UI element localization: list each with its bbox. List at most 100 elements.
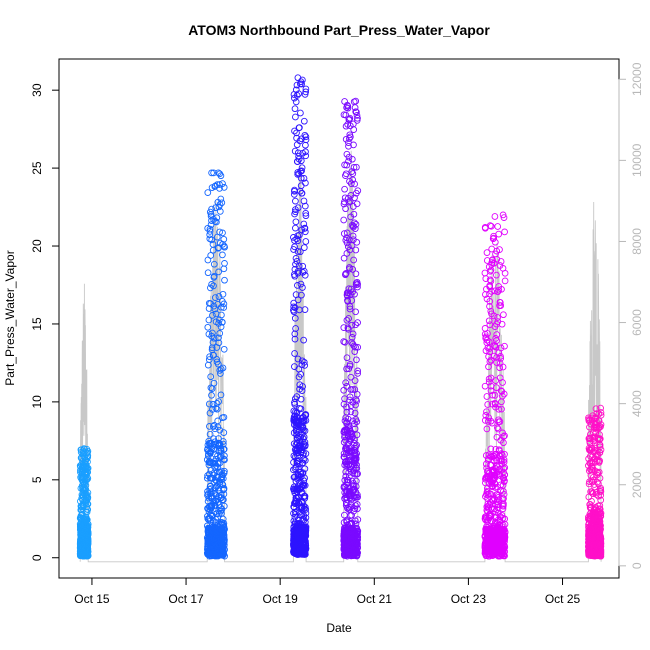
data-point [483, 464, 490, 472]
data-point [588, 416, 596, 424]
data-point [217, 533, 225, 540]
data-point [351, 219, 358, 227]
data-point [490, 533, 498, 540]
data-point [220, 184, 228, 191]
data-point [216, 170, 224, 178]
y-axis: 0 5 10 15 20 25 30 [30, 83, 60, 561]
data-point [206, 225, 214, 233]
data-point [219, 290, 227, 298]
data-point [297, 538, 305, 546]
data-point [301, 533, 309, 541]
data-point [498, 320, 506, 328]
data-point [590, 446, 598, 454]
data-point [485, 543, 493, 551]
data-point [345, 142, 352, 150]
data-point [597, 404, 604, 412]
data-point [79, 510, 86, 518]
data-point [344, 479, 351, 487]
data-point [297, 469, 304, 476]
data-point [496, 418, 504, 425]
data-point [347, 373, 355, 381]
data-point [291, 395, 299, 403]
data-point [343, 250, 351, 257]
data-point [347, 463, 354, 470]
data-point [219, 229, 226, 237]
data-point [209, 312, 216, 319]
data-point [297, 78, 305, 86]
data-point [301, 362, 309, 369]
data-point [494, 425, 502, 433]
data-point [593, 491, 600, 498]
data-point [80, 451, 87, 459]
data-point [208, 391, 215, 399]
data-point [217, 370, 224, 377]
y2-tick-label: 0 [630, 562, 644, 569]
data-point [586, 537, 593, 544]
data-point [290, 234, 297, 241]
data-point [211, 529, 218, 536]
data-point [301, 493, 309, 500]
data-point [494, 463, 502, 471]
data-point [293, 81, 301, 89]
data-point [214, 513, 222, 521]
data-point [301, 131, 309, 139]
data-point [78, 470, 86, 478]
data-point [292, 494, 300, 502]
data-point [487, 222, 495, 230]
data-point [496, 513, 504, 520]
data-point [342, 236, 350, 244]
data-point [298, 484, 305, 491]
data-point [77, 502, 85, 510]
data-point [340, 338, 348, 345]
data-point [354, 533, 362, 541]
data-point [301, 228, 309, 236]
data-point [299, 481, 306, 488]
data-point [487, 307, 495, 315]
y-tick-label: 0 [30, 554, 44, 561]
data-point [207, 373, 215, 381]
data-point [498, 398, 505, 406]
data-point [589, 490, 597, 497]
data-point [208, 281, 215, 288]
data-point [500, 495, 507, 502]
data-point [499, 363, 507, 371]
data-point [491, 213, 499, 220]
data-point [345, 461, 353, 469]
data-point [343, 488, 351, 496]
data-point [294, 531, 302, 539]
data-point [220, 526, 228, 534]
data-point [218, 506, 226, 513]
data-point [79, 549, 87, 556]
data-point [294, 204, 302, 212]
data-point [302, 148, 309, 156]
data-point [208, 551, 215, 559]
data-point [354, 319, 361, 326]
data-point [495, 494, 502, 501]
data-point [594, 434, 602, 442]
data-point [590, 536, 597, 544]
data-point [79, 467, 87, 475]
data-point [349, 340, 357, 348]
data-point [205, 400, 213, 408]
data-point [220, 345, 228, 353]
data-point [495, 283, 503, 290]
data-point [298, 189, 306, 197]
data-point [585, 467, 593, 475]
data-point [496, 299, 504, 306]
data-point [83, 516, 91, 524]
data-point [345, 506, 353, 513]
data-point [290, 303, 298, 311]
y-tick-label: 15 [30, 317, 44, 331]
data-point [496, 374, 504, 382]
data-point [585, 455, 592, 463]
data-point [293, 141, 301, 149]
data-point [215, 540, 223, 548]
data-point [491, 342, 498, 349]
data-point [217, 365, 225, 373]
data-point [204, 189, 212, 196]
data-point [483, 393, 491, 400]
data-point [496, 364, 504, 372]
data-point [79, 492, 86, 500]
data-point [491, 392, 499, 399]
data-point [500, 535, 508, 543]
